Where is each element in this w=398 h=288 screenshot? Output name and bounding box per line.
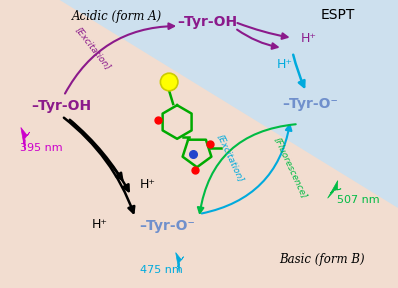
Text: [Excitation]: [Excitation] (74, 25, 113, 71)
FancyArrowPatch shape (202, 125, 291, 213)
Polygon shape (21, 128, 29, 150)
Text: H⁺: H⁺ (92, 217, 107, 230)
Text: H⁺: H⁺ (277, 58, 293, 71)
Text: –Tyr-O⁻: –Tyr-O⁻ (139, 219, 195, 233)
Text: Basic (form B): Basic (form B) (279, 253, 365, 266)
FancyArrowPatch shape (72, 122, 122, 179)
Text: –Tyr-OH: –Tyr-OH (177, 15, 237, 29)
Text: 507 nm: 507 nm (337, 195, 380, 205)
FancyArrowPatch shape (237, 30, 277, 49)
Text: Acidic (form A): Acidic (form A) (72, 10, 162, 23)
Text: –Tyr-O⁻: –Tyr-O⁻ (283, 97, 338, 111)
Polygon shape (176, 253, 183, 273)
Text: H⁺: H⁺ (139, 177, 155, 190)
FancyArrowPatch shape (64, 118, 134, 213)
Polygon shape (328, 181, 341, 198)
Text: [Excitation]: [Excitation] (216, 132, 246, 183)
Text: –Tyr-OH: –Tyr-OH (31, 99, 92, 113)
Text: [Fluorescence]: [Fluorescence] (272, 136, 309, 200)
FancyArrowPatch shape (65, 23, 174, 94)
Text: ESPT: ESPT (321, 8, 355, 22)
Text: 395 nm: 395 nm (20, 143, 63, 153)
FancyArrowPatch shape (238, 23, 287, 39)
FancyArrowPatch shape (70, 120, 129, 191)
Text: 475 nm: 475 nm (140, 265, 183, 275)
FancyArrowPatch shape (198, 124, 296, 213)
FancyArrowPatch shape (293, 55, 304, 87)
Circle shape (160, 73, 178, 91)
Text: H⁺: H⁺ (300, 31, 316, 45)
